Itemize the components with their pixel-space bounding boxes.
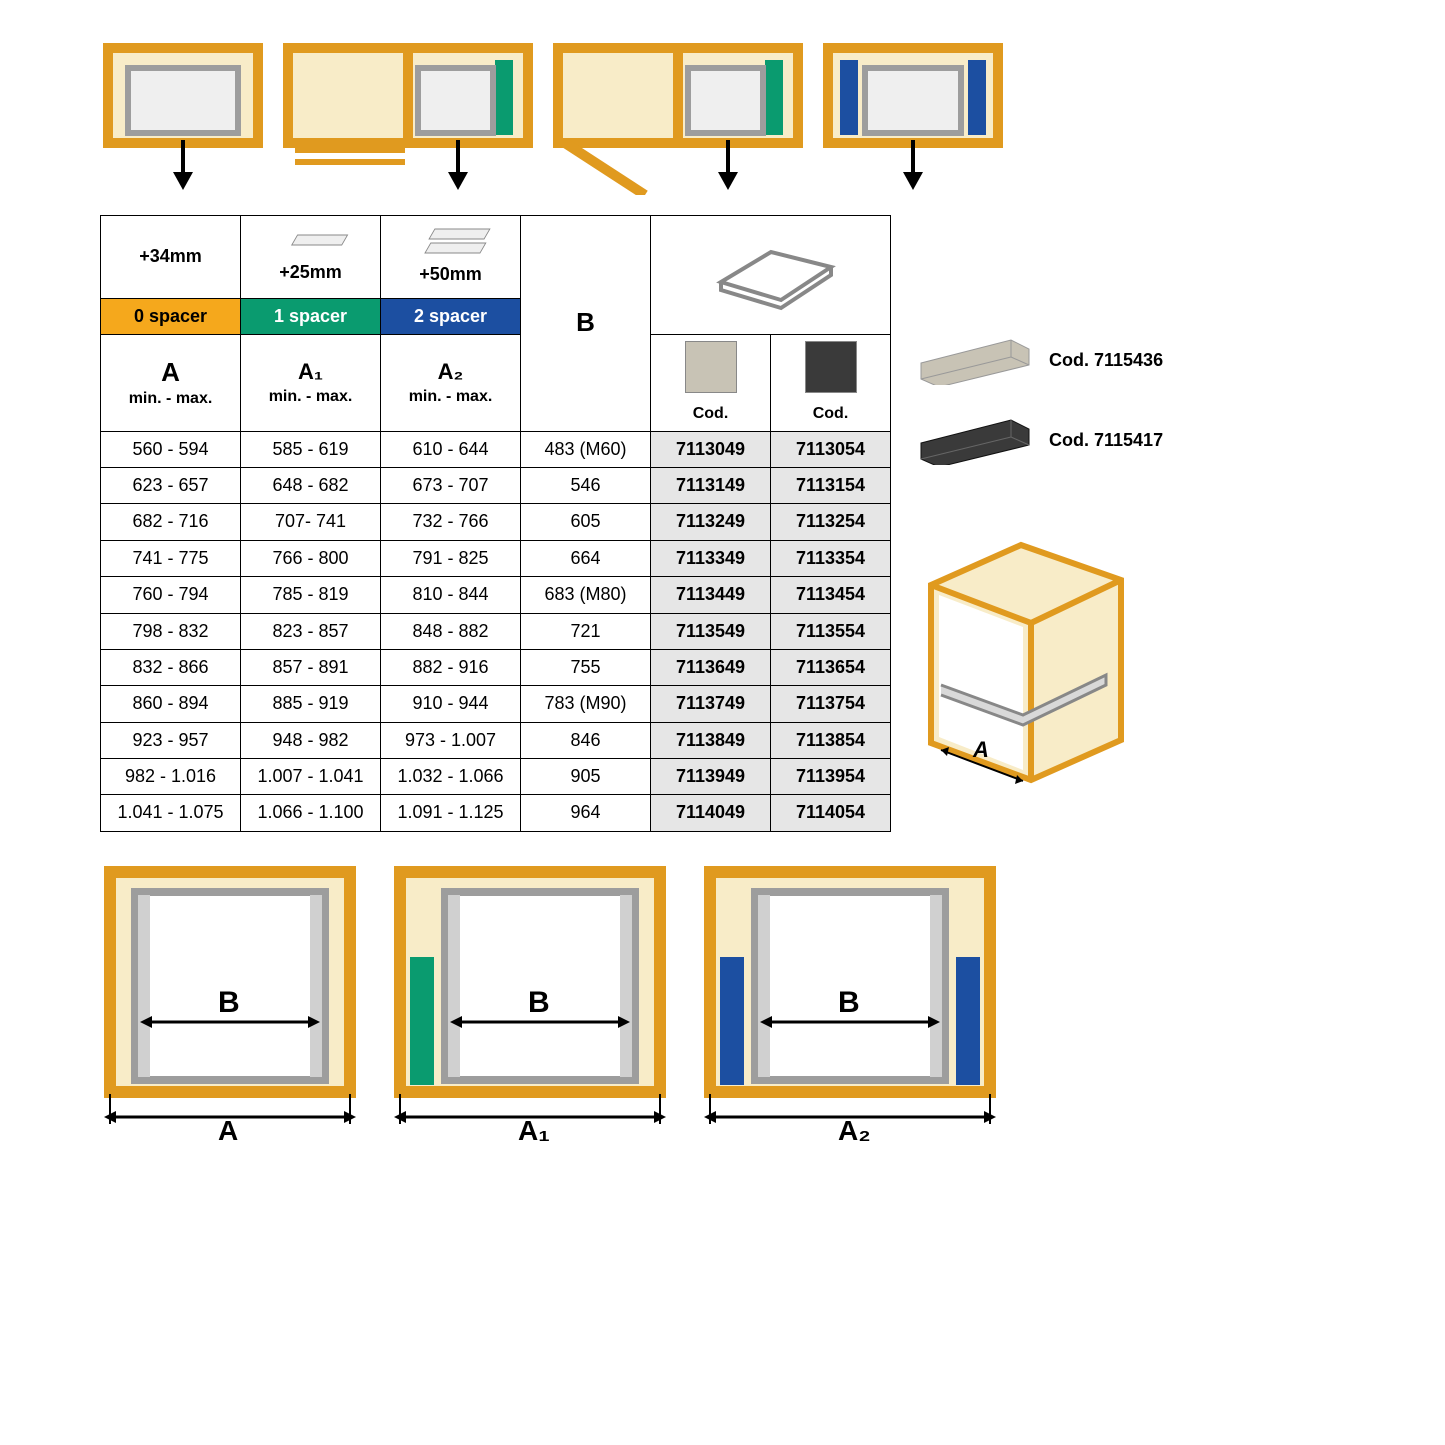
- table-row: 982 - 1.0161.007 - 1.0411.032 - 1.066905…: [101, 759, 891, 795]
- svg-text:B: B: [528, 986, 550, 1019]
- top-diagram-row: [100, 40, 1405, 195]
- size-table: +34mm +25mm: [100, 215, 891, 832]
- table-row: 623 - 657648 - 682673 - 7075467113149711…: [101, 467, 891, 503]
- hdr-drawer-icon: [651, 216, 891, 335]
- table-row: 798 - 832823 - 857848 - 8827217113549711…: [101, 613, 891, 649]
- svg-text:A: A: [218, 1115, 238, 1142]
- table-row: 860 - 894885 - 919910 - 944783 (M90)7113…: [101, 686, 891, 722]
- table-row: 832 - 866857 - 891882 - 9167557113649711…: [101, 649, 891, 685]
- spacer-2: 2 spacer: [381, 299, 521, 335]
- side-cabinet-iso: A: [911, 525, 1141, 785]
- spacer-1: 1 spacer: [241, 299, 381, 335]
- hdr-a-offset: +34mm: [101, 216, 241, 299]
- side-column: Cod. 7115436 Cod. 7115417: [911, 335, 1163, 785]
- table-row: 760 - 794785 - 819810 - 844683 (M80)7113…: [101, 577, 891, 613]
- col-a2: A₂min. - max.: [381, 335, 521, 431]
- iso-A: A: [972, 737, 989, 762]
- bottom-diagram-A: B A: [100, 862, 360, 1142]
- svg-text:B: B: [218, 986, 240, 1019]
- table-row: 560 - 594585 - 619610 - 644483 (M60)7113…: [101, 431, 891, 467]
- table-row: 682 - 716707- 741732 - 76660571132497113…: [101, 504, 891, 540]
- table-row: 1.041 - 1.0751.066 - 1.1001.091 - 1.1259…: [101, 795, 891, 831]
- col-cod2: Cod.: [771, 335, 891, 431]
- bottom-diagram-row: B A B A₁: [100, 862, 1405, 1142]
- top-diagram-0: [100, 40, 270, 195]
- table-row: 741 - 775766 - 800791 - 8256647113349711…: [101, 540, 891, 576]
- top-diagram-1: [280, 40, 540, 195]
- table-row: 923 - 957948 - 982973 - 1.00784671138497…: [101, 722, 891, 758]
- svg-text:A₂: A₂: [838, 1115, 871, 1142]
- hdr-b: B: [521, 216, 651, 432]
- side-spacer-light: Cod. 7115436: [911, 335, 1163, 385]
- col-a1: A₁min. - max.: [241, 335, 381, 431]
- col-a: Amin. - max.: [101, 335, 241, 431]
- svg-text:A₁: A₁: [518, 1115, 550, 1142]
- hdr-a1-offset: +25mm: [241, 216, 381, 299]
- svg-text:B: B: [838, 986, 860, 1019]
- hdr-a2-offset: +50mm: [381, 216, 521, 299]
- spacer-0: 0 spacer: [101, 299, 241, 335]
- top-diagram-3: [820, 40, 1010, 195]
- bottom-diagram-A2: B A₂: [700, 862, 1000, 1142]
- top-diagram-2: [550, 40, 810, 195]
- bottom-diagram-A1: B A₁: [390, 862, 670, 1142]
- side-spacer-dark: Cod. 7115417: [911, 415, 1163, 465]
- col-cod1: Cod.: [651, 335, 771, 431]
